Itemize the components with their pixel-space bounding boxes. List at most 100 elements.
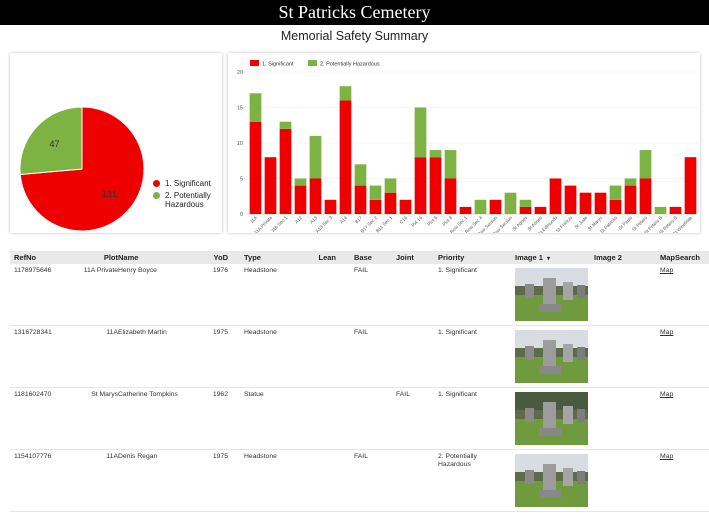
bar-hazardous[interactable]: [354, 164, 367, 186]
cell-name: Denis Regan: [118, 453, 158, 460]
legend-label: 1. Significant: [262, 62, 294, 68]
page-subtitle: Memorial Safety Summary: [280, 29, 429, 43]
bar-significant[interactable]: [489, 199, 502, 214]
map-link[interactable]: Map: [660, 453, 674, 460]
col-type[interactable]: Type: [244, 253, 261, 262]
bar-hazardous[interactable]: [654, 206, 667, 214]
bar-hazardous[interactable]: [384, 178, 397, 193]
bar-significant[interactable]: [339, 100, 352, 214]
col-map[interactable]: MapSearch: [660, 253, 701, 262]
legend-swatch-hazardous[interactable]: [308, 60, 317, 66]
cell-yod: 1975: [212, 329, 228, 336]
x-tick-label: St Patricks: [599, 215, 619, 233]
bar-significant[interactable]: [549, 178, 562, 215]
bar-hazardous[interactable]: [249, 93, 262, 122]
y-tick-label: 20: [237, 70, 243, 76]
bar-significant[interactable]: [384, 192, 397, 214]
bar-hazardous[interactable]: [444, 150, 457, 179]
memorial-photo[interactable]: [515, 454, 588, 507]
cell-refno: 1181602470: [14, 391, 52, 398]
y-tick-label: 10: [237, 141, 243, 147]
pie-legend-item-hazardous[interactable]: 2. Potentially Hazardous: [153, 191, 217, 209]
bar-hazardous[interactable]: [624, 178, 637, 186]
table-row[interactable]: 1316728341 11A Elizabeth Martin 1975 Headsto…: [10, 326, 709, 388]
col-joint[interactable]: Joint: [396, 253, 414, 262]
bar-significant[interactable]: [579, 192, 592, 214]
bar-significant[interactable]: [564, 185, 577, 214]
col-refno[interactable]: RefNo: [14, 253, 37, 262]
pie-slice-value-label: 47: [50, 139, 60, 149]
pie-legend-item-significant[interactable]: 1. Significant: [153, 179, 217, 188]
bar-significant[interactable]: [414, 157, 427, 214]
bar-hazardous[interactable]: [294, 178, 307, 186]
bar-significant[interactable]: [669, 206, 682, 214]
x-tick-label: A13 Sec 3: [315, 215, 334, 233]
legend-dot-significant: [153, 180, 160, 187]
bar-significant[interactable]: [354, 185, 367, 214]
col-base[interactable]: Base: [354, 253, 372, 262]
bar-significant[interactable]: [534, 206, 547, 214]
bar-hazardous[interactable]: [339, 86, 352, 101]
bar-significant[interactable]: [399, 199, 412, 214]
x-tick-label: A12: [294, 215, 304, 225]
bar-hazardous[interactable]: [519, 199, 532, 207]
bar-significant[interactable]: [444, 178, 457, 215]
cell-plot: 11A: [106, 453, 118, 460]
col-name[interactable]: Name: [118, 253, 139, 262]
bar-hazardous[interactable]: [474, 199, 487, 214]
bar-significant[interactable]: [249, 121, 262, 214]
bar-significant[interactable]: [459, 206, 472, 214]
bar-hazardous[interactable]: [279, 121, 292, 129]
bar-significant[interactable]: [324, 199, 337, 214]
bar-significant[interactable]: [309, 178, 322, 215]
table-row[interactable]: 1181602470 St Marys Catherine Tompkins 1962…: [10, 388, 709, 450]
bar-hazardous[interactable]: [504, 192, 517, 214]
x-tick-label: A14: [339, 215, 349, 225]
cell-base: FAIL: [354, 329, 368, 336]
table-row[interactable]: 1178975646 11A Private Henry Boyce 1976 Head…: [10, 264, 709, 326]
bar-significant[interactable]: [519, 206, 532, 214]
cell-refno: 1316728341: [14, 329, 52, 336]
legend-swatch-significant[interactable]: [250, 60, 259, 66]
col-plot[interactable]: Plot: [103, 253, 118, 262]
memorial-table: RefNo Plot Name YoD Type Lean Base Joint…: [10, 251, 709, 513]
table-row[interactable]: 1154107776 11A Denis Regan 1975 Headstone FAI…: [10, 450, 709, 512]
col-priority[interactable]: Priority: [438, 253, 465, 262]
map-link[interactable]: Map: [660, 329, 674, 336]
bar-significant[interactable]: [294, 185, 307, 214]
col-image1[interactable]: Image 1 ▾: [515, 251, 550, 264]
bar-hazardous[interactable]: [639, 150, 652, 179]
cell-yod: 1975: [212, 453, 228, 460]
memorial-photo[interactable]: [515, 268, 588, 321]
bar-significant[interactable]: [639, 178, 652, 215]
pie-chart[interactable]: 131 47: [10, 53, 222, 233]
bar-hazardous[interactable]: [369, 185, 382, 200]
bar-significant[interactable]: [684, 157, 697, 214]
pie-slice-hazardous[interactable]: [19, 106, 83, 176]
cell-yod: 1962: [212, 391, 228, 398]
stacked-bar-chart[interactable]: 0 5 10 15 20 1. Significant 2. Potentially Haz…: [228, 53, 700, 233]
map-link[interactable]: Map: [660, 391, 674, 398]
bar-significant[interactable]: [369, 199, 382, 214]
legend-label: 2. Potentially Hazardous: [320, 62, 380, 68]
x-tick-label: A13: [309, 215, 319, 225]
memorial-photo[interactable]: [515, 330, 588, 383]
map-link[interactable]: Map: [660, 267, 674, 274]
bar-hazardous[interactable]: [609, 185, 622, 200]
bar-significant[interactable]: [279, 128, 292, 214]
memorial-photo[interactable]: [515, 392, 588, 445]
bar-significant[interactable]: [624, 185, 637, 214]
cell-plot: 11A Private: [83, 267, 118, 274]
col-lean[interactable]: Lean: [318, 253, 336, 262]
bar-hazardous[interactable]: [429, 150, 442, 158]
bar-hazardous[interactable]: [309, 135, 322, 179]
bar-significant[interactable]: [609, 199, 622, 214]
bar-significant[interactable]: [264, 157, 277, 214]
col-image2[interactable]: Image 2: [594, 253, 622, 262]
col-yod[interactable]: YoD: [213, 253, 228, 262]
cell-priority: 1. Significant: [438, 329, 477, 336]
bar-significant[interactable]: [429, 157, 442, 214]
x-tick-label: Pl4 16: [410, 215, 423, 228]
bar-hazardous[interactable]: [414, 107, 427, 158]
bar-significant[interactable]: [594, 192, 607, 214]
